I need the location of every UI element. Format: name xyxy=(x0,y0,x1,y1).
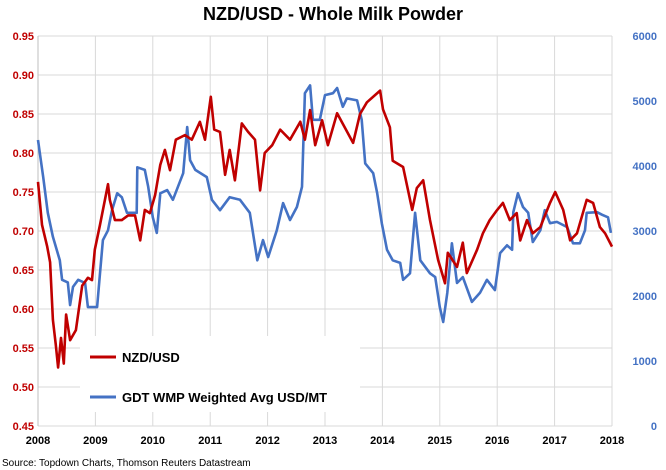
x-tick-label: 2008 xyxy=(26,435,50,447)
y-left-tick-label: 0.85 xyxy=(13,109,34,121)
chart-title: NZD/USD - Whole Milk Powder xyxy=(203,4,463,24)
y-left-tick-label: 0.75 xyxy=(13,187,34,199)
y-right-tick-label: 3000 xyxy=(633,226,657,238)
y-left-tick-label: 0.45 xyxy=(13,421,34,433)
x-tick-label: 2018 xyxy=(600,435,624,447)
legend-label-nzdusd: NZD/USD xyxy=(122,350,180,365)
y-right-tick-label: 2000 xyxy=(633,291,657,303)
y-right-tick-label: 1000 xyxy=(633,356,657,368)
series-line-wmp xyxy=(36,84,613,324)
y-right-tick-label: 4000 xyxy=(633,161,657,173)
x-tick-label: 2017 xyxy=(542,435,566,447)
y-right-tick-label: 6000 xyxy=(633,31,657,43)
x-tick-label: 2016 xyxy=(485,435,509,447)
x-tick-label: 2009 xyxy=(83,435,107,447)
y-left-tick-label: 0.55 xyxy=(13,343,34,355)
source-note: Source: Topdown Charts, Thomson Reuters … xyxy=(2,458,251,469)
x-tick-label: 2014 xyxy=(370,435,395,447)
x-tick-label: 2015 xyxy=(428,435,452,447)
y-left-tick-label: 0.60 xyxy=(13,304,34,316)
legend-background xyxy=(80,336,360,412)
x-tick-label: 2010 xyxy=(141,435,165,447)
y-right-tick-label: 5000 xyxy=(633,96,657,108)
x-tick-label: 2012 xyxy=(255,435,279,447)
y-left-tick-label: 0.95 xyxy=(13,31,34,43)
legend: NZD/USD GDT WMP Weighted Avg USD/MT xyxy=(80,336,360,412)
y-left-tick-label: 0.65 xyxy=(13,265,34,277)
tick-labels: 0.45 0.50 0.55 0.60 0.65 0.70 0.75 0.80 0.85 0.90… xyxy=(13,31,657,447)
y-left-tick-label: 0.80 xyxy=(13,148,34,160)
series-lines xyxy=(36,84,614,369)
x-tick-label: 2011 xyxy=(198,435,222,447)
y-left-tick-label: 0.70 xyxy=(13,226,34,238)
series-line-nzdusd xyxy=(36,89,614,369)
y-left-tick-label: 0.50 xyxy=(13,382,34,394)
y-left-tick-label: 0.90 xyxy=(13,70,34,82)
legend-label-wmp: GDT WMP Weighted Avg USD/MT xyxy=(122,390,327,405)
y-right-tick-label: 0 xyxy=(651,421,657,433)
x-tick-label: 2013 xyxy=(313,435,337,447)
